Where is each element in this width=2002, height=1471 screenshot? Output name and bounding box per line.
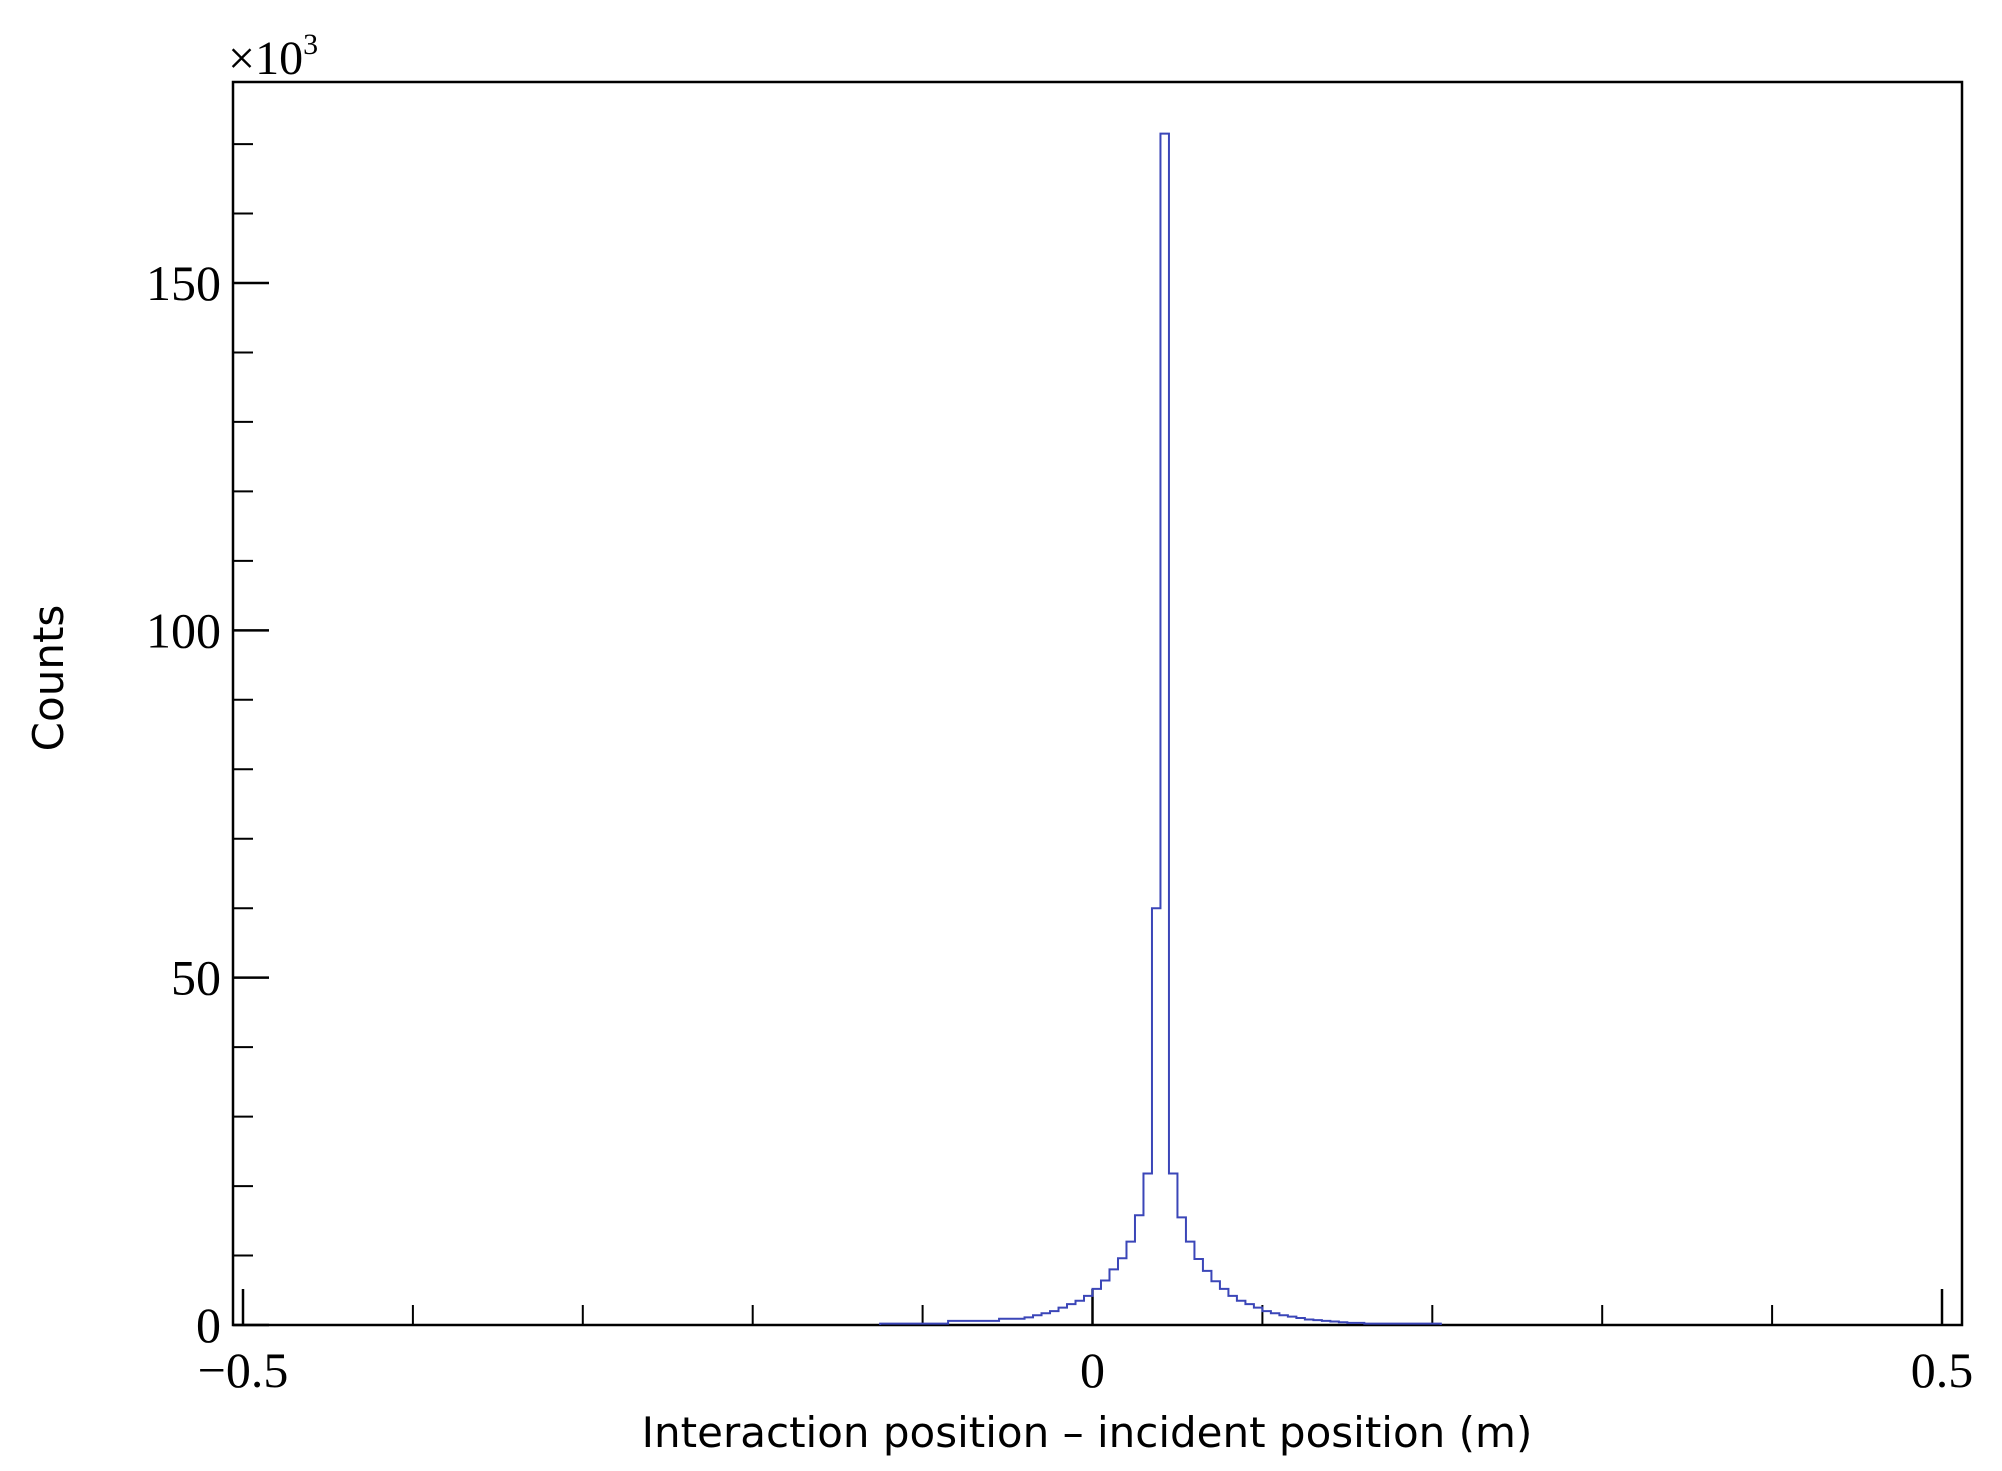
y-axis-title: Counts [24, 605, 73, 752]
major-ticks [233, 281, 1944, 1327]
plot-frame-group [231, 80, 1964, 1327]
x-tick-label: −0.5 [198, 1342, 289, 1398]
minor-ticks [233, 143, 1774, 1325]
x-axis-title: Interaction position – incident position… [642, 1408, 1533, 1457]
y-multiplier-exponent: 3 [303, 28, 318, 61]
y-tick-label: 100 [146, 602, 221, 658]
y-tick-label: 150 [146, 255, 221, 311]
plot-frame [231, 80, 1964, 1327]
y-tick-label: 50 [171, 950, 221, 1006]
x-tick-label: 0.5 [1911, 1342, 1974, 1398]
x-tick-label: 0 [1080, 1342, 1105, 1398]
y-multiplier-label: ×103 [228, 28, 318, 85]
histogram-series-line [879, 132, 1442, 1325]
y-tick-label: 0 [196, 1297, 221, 1353]
